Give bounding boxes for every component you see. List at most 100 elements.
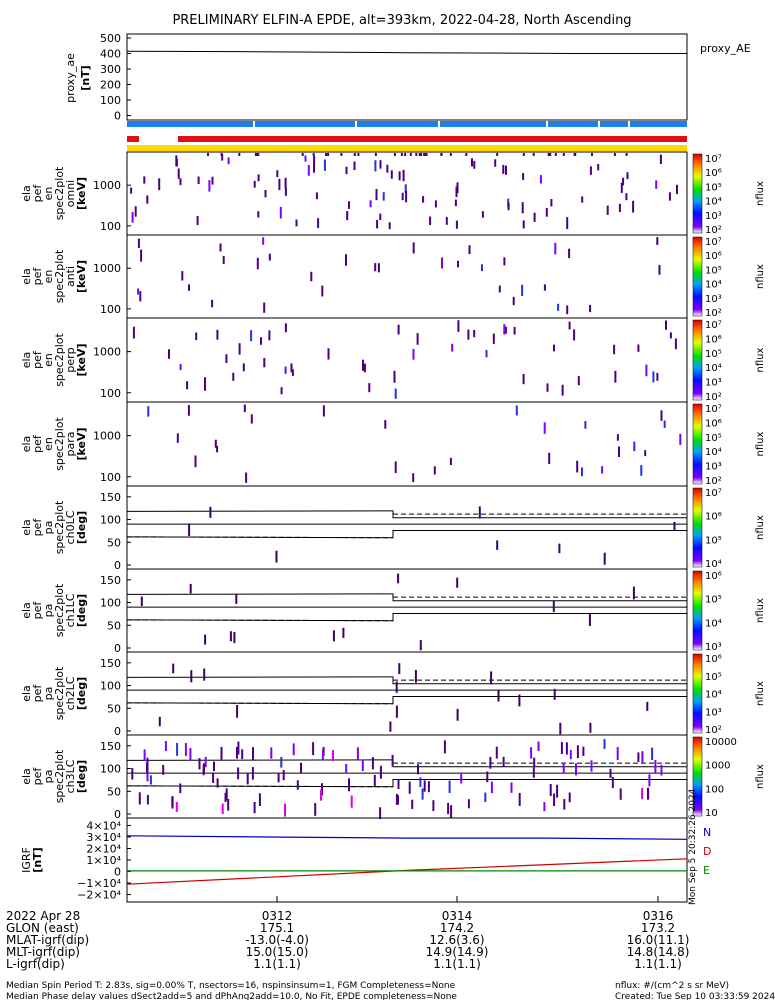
heatmap-cell bbox=[449, 457, 452, 466]
heatmap-cell bbox=[257, 211, 260, 218]
anti-loss-cone-line bbox=[126, 778, 687, 788]
colorbar-tick: 10⁶ bbox=[705, 251, 722, 262]
heatmap-cell bbox=[345, 254, 347, 266]
heatmap-cell bbox=[660, 410, 663, 421]
ylabel-part: spec2plot bbox=[53, 166, 66, 220]
heatmap-cell bbox=[637, 344, 640, 352]
panel-frame bbox=[126, 317, 688, 403]
colorbar-label: nflux bbox=[755, 431, 766, 456]
ylabel-part: spec2plot bbox=[53, 749, 66, 803]
heatmap-cell bbox=[194, 455, 197, 468]
ylabel-part: pa bbox=[42, 604, 55, 618]
colorbar-tick: 10⁴ bbox=[705, 280, 722, 291]
heatmap-cell bbox=[548, 452, 551, 464]
heatmap-cell bbox=[497, 690, 500, 702]
heatmap-cell bbox=[393, 370, 396, 383]
heatmap-cell bbox=[543, 422, 546, 434]
ylabel-part: pef bbox=[31, 601, 44, 620]
colorbar-tick: 10⁵ bbox=[705, 672, 722, 683]
colorbar-tick: 10⁶ bbox=[705, 334, 722, 345]
heatmap-cell bbox=[496, 153, 499, 156]
heatmap-cell bbox=[296, 780, 299, 790]
colorbar-label: nflux bbox=[755, 764, 766, 789]
ylabel-part: spec2plot bbox=[53, 249, 66, 303]
heatmap-cell bbox=[176, 433, 179, 443]
colorbar-label: nflux bbox=[755, 347, 766, 372]
colorbar-tick: 10⁵ bbox=[705, 349, 722, 360]
heatmap-cell bbox=[400, 153, 403, 156]
heatmap-cell bbox=[143, 176, 146, 184]
panel-frame bbox=[126, 817, 688, 903]
heatmap-cell bbox=[250, 330, 253, 342]
heatmap-cell bbox=[443, 740, 446, 754]
ylabel-part: spec2plot bbox=[53, 500, 66, 554]
heatmap-cell bbox=[225, 354, 228, 364]
heatmap-cell bbox=[496, 540, 499, 550]
heatmap-cell bbox=[221, 154, 224, 161]
ytick-label: 100 bbox=[100, 763, 121, 776]
ylabel-part: pef bbox=[31, 767, 44, 786]
heatmap-cell bbox=[208, 180, 211, 192]
heatmap-cell bbox=[408, 781, 411, 794]
heatmap-cell bbox=[569, 750, 572, 760]
heatmap-cell bbox=[676, 184, 678, 195]
heatmap-cell bbox=[576, 745, 579, 759]
heatmap-cell bbox=[188, 523, 191, 536]
heatmap-cell bbox=[522, 153, 525, 156]
heatmap-cell bbox=[597, 164, 600, 171]
heatmap-cell bbox=[613, 153, 616, 156]
heatmap-cell bbox=[481, 264, 483, 272]
ytick-label: −2×10⁴ bbox=[77, 889, 121, 902]
heatmap-cell bbox=[441, 257, 443, 269]
colorbar-label: nflux bbox=[755, 598, 766, 623]
colorbar-tick: 10² bbox=[705, 225, 722, 236]
heatmap-cell bbox=[644, 450, 647, 457]
heatmap-cell bbox=[197, 176, 200, 185]
heatmap-cell bbox=[409, 153, 412, 156]
heatmap-cell bbox=[196, 216, 199, 225]
heatmap-cell bbox=[581, 467, 583, 477]
colorbar-tick: 10⁶ bbox=[705, 512, 722, 523]
heatmap-cell bbox=[198, 758, 201, 770]
heatmap-cell bbox=[356, 747, 359, 760]
heatmap-cell bbox=[404, 153, 407, 156]
colorbar bbox=[692, 653, 703, 734]
ytick-label: 4×10⁴ bbox=[86, 819, 121, 832]
heatmap-cell bbox=[284, 803, 286, 817]
panel-frame bbox=[126, 651, 688, 736]
heatmap-cell bbox=[323, 159, 326, 171]
heatmap-cell bbox=[171, 796, 174, 808]
ylabel-part: en bbox=[42, 353, 55, 367]
heatmap-cell bbox=[425, 153, 428, 156]
heatmap-cell bbox=[533, 757, 536, 768]
heatmap-cell bbox=[673, 521, 676, 531]
heatmap-cell bbox=[611, 776, 614, 789]
footer: 2022 Apr 28 0312 0314 0316 GLON (east) 175.1 1… bbox=[6, 788, 775, 1000]
heatmap-cell bbox=[590, 760, 593, 772]
heatmap-cell bbox=[419, 640, 422, 651]
dashed-lc-lower bbox=[126, 619, 394, 622]
heatmap-cell bbox=[606, 205, 609, 215]
ytick-label: 1000 bbox=[93, 262, 121, 275]
heatmap-cell bbox=[522, 374, 525, 385]
ytick-label: 0 bbox=[114, 642, 121, 655]
ylabel-part: pef bbox=[31, 518, 44, 537]
heatmap-cell bbox=[257, 153, 260, 156]
heatmap-cell bbox=[485, 350, 488, 358]
heatmap-cell bbox=[532, 767, 535, 778]
heatmap-cell bbox=[566, 217, 569, 230]
colorbar-label: nflux bbox=[755, 515, 766, 540]
ylabel-proxy-ae-2: [nT] bbox=[79, 65, 92, 90]
heatmap-cell bbox=[601, 466, 604, 474]
heatmap-cell bbox=[275, 550, 278, 563]
heatmap-cell bbox=[327, 348, 330, 360]
colorbar-tick: 10⁶ bbox=[705, 654, 722, 665]
heatmap-cell bbox=[502, 164, 505, 174]
heatmap-cell bbox=[292, 743, 295, 756]
ylabel-part: ela bbox=[20, 268, 33, 285]
heatmap-cell bbox=[553, 688, 556, 700]
heatmap-cell bbox=[211, 176, 214, 185]
ylabel-part: IGRF bbox=[20, 847, 33, 873]
heatmap-cell bbox=[312, 153, 315, 156]
colorbar-tick: 10³ bbox=[705, 378, 722, 389]
